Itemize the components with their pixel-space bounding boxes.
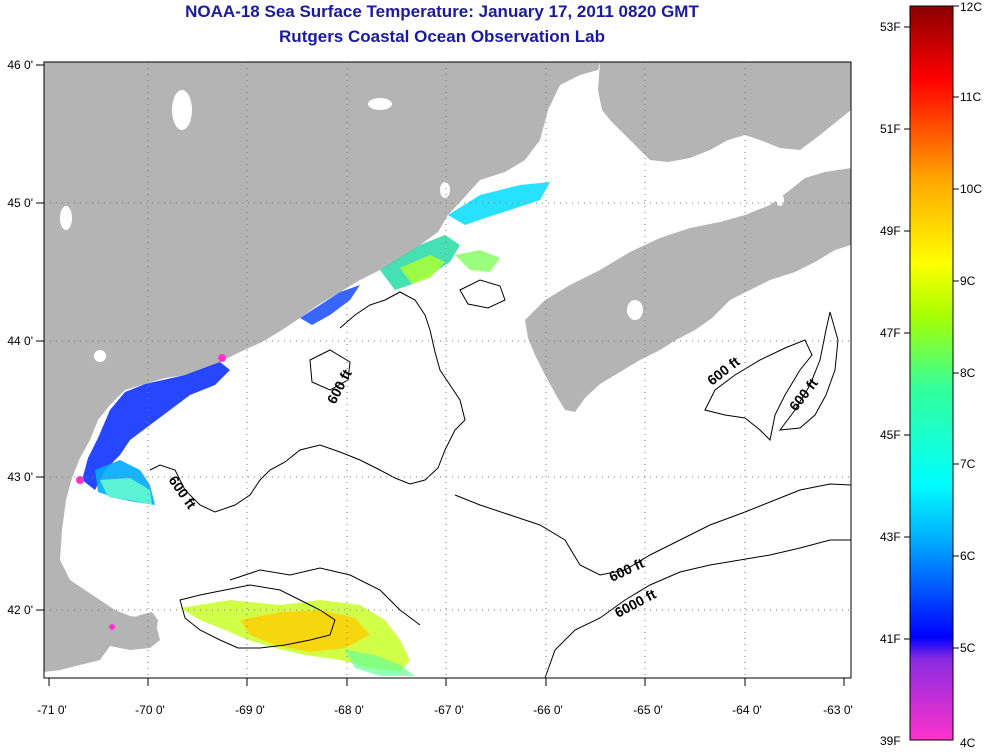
colorbar-f-label: 51F — [880, 122, 901, 136]
land-new-england — [44, 62, 600, 672]
contour-shelf — [229, 567, 421, 626]
colorbar — [909, 5, 954, 741]
map-frame — [43, 61, 852, 679]
colorbar-c-label: 7C — [960, 457, 976, 471]
lon-tick-label: -66 0' — [533, 703, 563, 717]
lon-tick-label: -70 0' — [135, 703, 165, 717]
colorbar-c-label: 5C — [960, 641, 976, 655]
lat-tick-label: 46 0' — [7, 58, 33, 72]
lat-tick-label: 43 0' — [7, 470, 33, 484]
colorbar-c-label: 10C — [960, 182, 983, 196]
colorbar-c-label: 8C — [960, 366, 976, 380]
colorbar-f-label: 45F — [880, 428, 901, 442]
colorbar-c-label: 12C — [960, 0, 983, 14]
colorbar-c-label: 4C — [960, 736, 976, 750]
lat-tick-label: 45 0' — [7, 196, 33, 210]
colorbar-f-label: 39F — [880, 734, 901, 748]
depth-contours — [149, 279, 851, 678]
colorbar-f-label: 49F — [880, 224, 901, 238]
map-subtitle: Rutgers Coastal Ocean Observation Lab — [279, 27, 605, 46]
colorbar-f-label: 47F — [880, 326, 901, 340]
axis-ticks — [36, 64, 845, 686]
contour-600ft-banks — [454, 483, 851, 576]
colorbar-c-label: 11C — [960, 90, 982, 104]
colorbar-f-label: 53F — [880, 20, 901, 34]
contour-600ft-east2 — [778, 311, 839, 431]
contour-inner — [309, 349, 351, 391]
contour-georges — [179, 584, 336, 649]
contour-600ft-east1 — [704, 339, 813, 442]
lon-tick-label: -67 0' — [434, 703, 464, 717]
inland-lakes — [60, 90, 784, 362]
lon-tick-label: -64 0' — [732, 703, 762, 717]
graticule — [44, 62, 851, 678]
lon-tick-label: -65 0' — [633, 703, 663, 717]
colorbar-f-label: 43F — [880, 530, 901, 544]
land-nova-scotia — [525, 168, 851, 412]
contour-600ft-gulf — [149, 291, 466, 513]
land-cape-cod — [128, 612, 158, 641]
colorbar-c-label: 9C — [960, 274, 976, 288]
contour-6000ft — [544, 539, 851, 678]
lon-tick-label: -63 0' — [823, 703, 853, 717]
lat-tick-label: 42 0' — [7, 603, 33, 617]
lon-tick-label: -71 0' — [37, 703, 67, 717]
contour-browns — [459, 279, 506, 309]
lon-tick-label: -69 0' — [235, 703, 265, 717]
map-title: NOAA-18 Sea Surface Temperature: January… — [185, 2, 699, 21]
lat-tick-label: 44 0' — [7, 334, 33, 348]
sst-data — [76, 182, 550, 676]
colorbar-c-label: 6C — [960, 549, 976, 563]
lon-tick-label: -68 0' — [334, 703, 364, 717]
colorbar-f-label: 41F — [880, 632, 901, 646]
land-new-brunswick — [598, 62, 851, 162]
colorbar-ticks — [904, 5, 959, 649]
land-east — [760, 62, 851, 100]
